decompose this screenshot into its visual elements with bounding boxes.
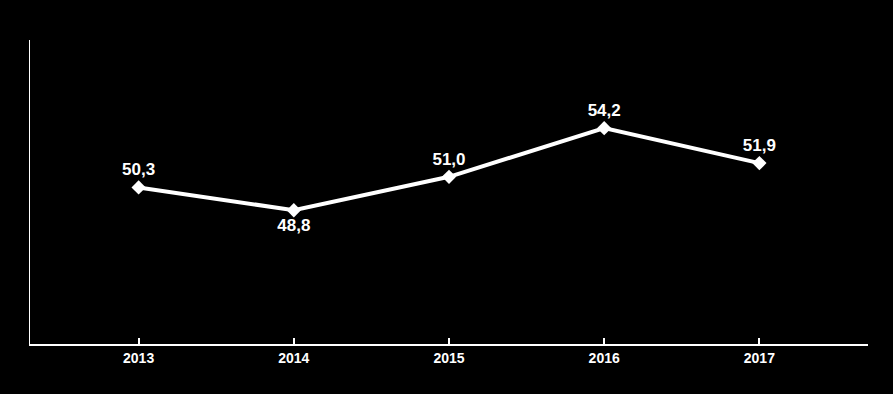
svg-text:2015: 2015: [433, 350, 464, 366]
svg-text:48,8: 48,8: [277, 216, 310, 235]
svg-text:2014: 2014: [278, 350, 309, 366]
svg-text:54,2: 54,2: [588, 101, 621, 120]
svg-text:2013: 2013: [123, 350, 154, 366]
svg-text:50,3: 50,3: [122, 160, 155, 179]
svg-text:2016: 2016: [589, 350, 620, 366]
svg-text:51,9: 51,9: [743, 136, 776, 155]
svg-text:2017: 2017: [744, 350, 775, 366]
svg-text:51,0: 51,0: [432, 150, 465, 169]
